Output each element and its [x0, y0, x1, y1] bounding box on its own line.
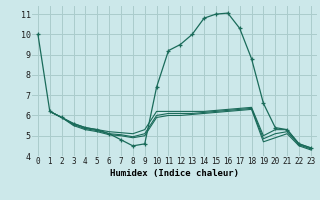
X-axis label: Humidex (Indice chaleur): Humidex (Indice chaleur)	[110, 169, 239, 178]
